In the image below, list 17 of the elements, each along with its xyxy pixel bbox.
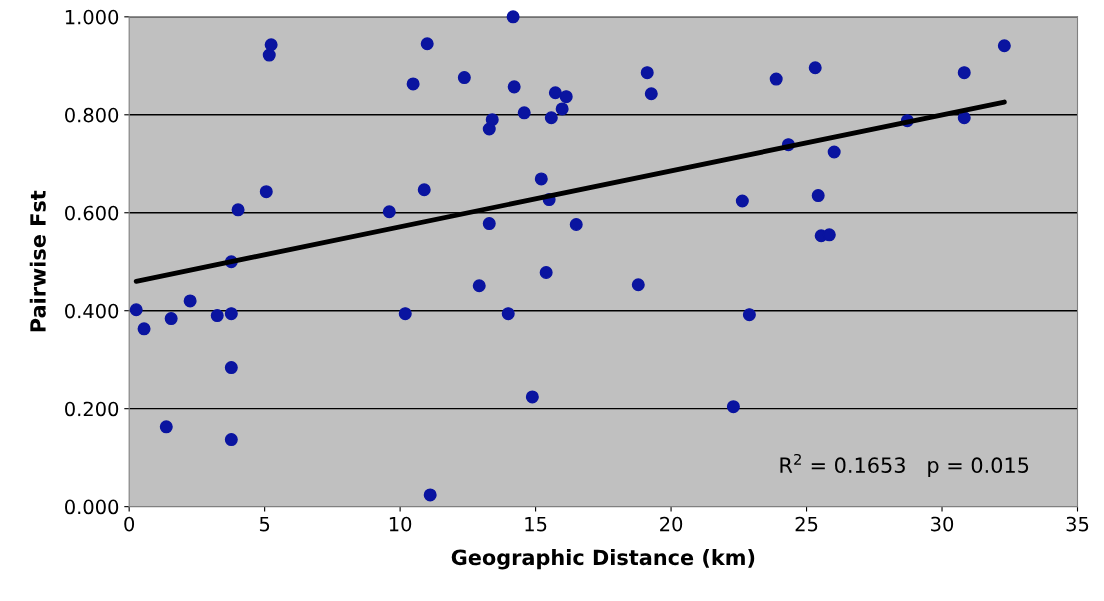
x-axis-title: Geographic Distance (km): [451, 549, 755, 570]
x-tick-label: 10: [389, 516, 412, 532]
y-tick-label: 0.400: [65, 303, 119, 319]
x-tick-label: 0: [124, 516, 135, 532]
x-tick-label: 5: [259, 516, 270, 532]
y-tick-label: 0.000: [65, 499, 119, 515]
y-tick-label: 1.000: [65, 9, 119, 25]
y-tick-label: 0.200: [65, 401, 119, 417]
annotation: R$^{2}$ = 0.1653 p = 0.015: [780, 453, 1029, 478]
x-tick-label: 35: [1066, 516, 1089, 532]
x-tick-label: 20: [660, 516, 683, 532]
y-tick-label: 0.800: [65, 107, 119, 123]
x-tick-label: 15: [525, 516, 547, 532]
y-tick-label: 0.600: [65, 205, 119, 221]
x-tick-label: 30: [931, 516, 954, 532]
x-tick-label: 25: [795, 516, 818, 532]
y-axis-title: Pairwise Fst: [29, 190, 46, 332]
